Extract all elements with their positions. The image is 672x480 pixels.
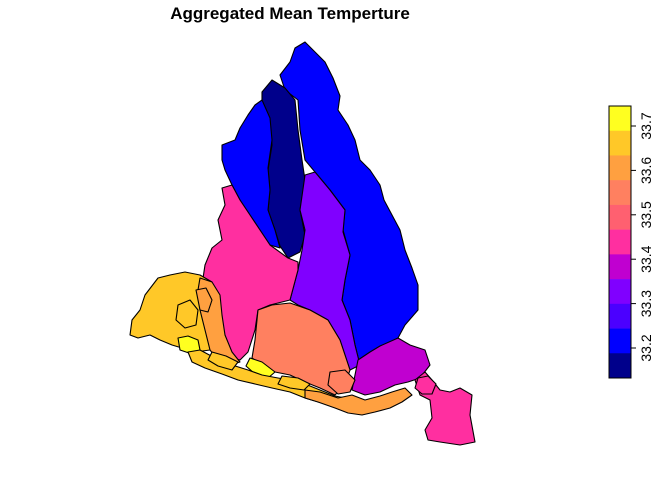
- region-small-magenta: [414, 375, 437, 395]
- legend-swatch: [609, 130, 631, 156]
- legend-tick-label: 33.6: [638, 157, 654, 184]
- legend-swatch: [609, 353, 631, 379]
- legend-tick-label: 33.3: [638, 290, 654, 317]
- legend-tick-label: 33.7: [638, 112, 654, 139]
- region-small-salmon: [327, 369, 356, 395]
- color-legend: 33.2 33.3 33.4 33.5 33.6 33.7: [608, 105, 654, 379]
- legend-frame: [608, 105, 632, 379]
- legend-swatch: [609, 303, 631, 329]
- legend-swatch: [609, 180, 631, 206]
- region-central-navy: [261, 79, 306, 259]
- legend-swatch: [609, 279, 631, 305]
- legend-swatch: [609, 254, 631, 280]
- legend-swatch: [609, 155, 631, 181]
- legend-color-bar: [608, 105, 632, 379]
- region-sub-west-a: [175, 299, 199, 329]
- legend-tick-label: 33.4: [638, 245, 654, 272]
- map-title: Aggregated Mean Temperture: [170, 4, 410, 23]
- legend-tick-group: 33.2 33.3 33.4 33.5 33.6 33.7: [631, 112, 654, 362]
- legend-swatch: [609, 204, 631, 230]
- region-west-magenta: [201, 184, 299, 361]
- legend-swatch: [609, 229, 631, 255]
- region-south-lower-amber: [304, 387, 413, 416]
- region-sub-west-b: [195, 287, 213, 313]
- region-sub-south-b: [277, 375, 311, 391]
- region-east-blue: [279, 41, 419, 366]
- legend-swatch: [609, 328, 631, 354]
- region-central-purple: [289, 171, 361, 371]
- legend-swatch: [609, 106, 631, 132]
- legend-tick-label: 33.5: [638, 201, 654, 228]
- region-sub-south-a: [207, 351, 239, 371]
- legend-tick-label: 33.2: [638, 334, 654, 361]
